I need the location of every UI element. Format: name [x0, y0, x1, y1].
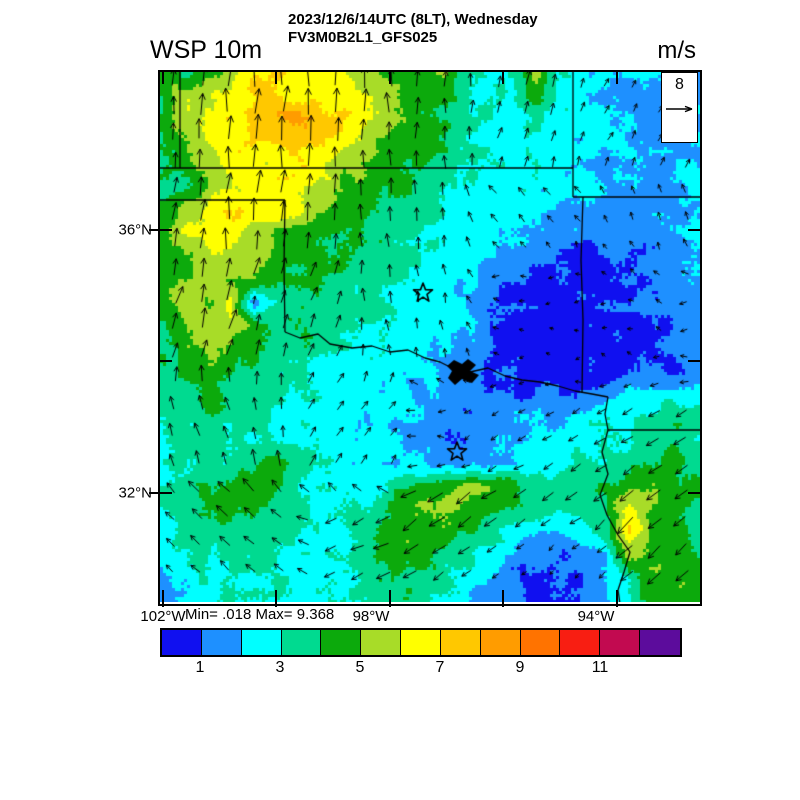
lon-tick-label: 94°W — [577, 608, 615, 625]
colorbar-segment — [162, 630, 202, 655]
axis-tick — [389, 590, 391, 602]
colorbar-segment — [480, 630, 521, 655]
lon-tick-label: 102°W — [140, 608, 186, 625]
axis-tick — [275, 590, 277, 602]
lat-tick-label: 32°N — [118, 484, 152, 502]
reference-vector-box: 8 — [661, 72, 698, 143]
colorbar-tick-label: 5 — [355, 659, 365, 676]
colorbar-segment — [201, 630, 242, 655]
axis-tick — [502, 590, 504, 602]
axis-tick — [616, 590, 618, 602]
lat-tick-label: 36°N — [118, 221, 152, 239]
colorbar-segment — [281, 630, 322, 655]
title-datetime: 2023/12/6/14UTC (8LT), Wednesday — [288, 11, 538, 28]
axis-tick — [688, 492, 700, 494]
axis-tick — [389, 602, 391, 607]
colorbar-segment — [560, 630, 601, 655]
axis-tick — [389, 72, 391, 84]
colorbar-segment — [401, 630, 441, 655]
axis-tick — [275, 602, 277, 607]
colorbar-segment — [520, 630, 561, 655]
colorbar-tick-label: 11 — [591, 659, 609, 676]
axis-tick — [275, 72, 277, 84]
colorbar — [160, 628, 682, 657]
colorbar-segment — [600, 630, 641, 655]
axis-tick — [162, 590, 164, 602]
colorbar-tick-label: 1 — [195, 659, 205, 676]
variable-label: WSP 10m — [150, 36, 263, 64]
axis-tick — [616, 72, 618, 84]
axis-tick — [160, 229, 172, 231]
colorbar-segment — [241, 630, 282, 655]
axis-tick — [616, 602, 618, 607]
axis-tick — [688, 229, 700, 231]
colorbar-tick-label: 3 — [275, 659, 285, 676]
axis-tick — [160, 492, 172, 494]
units-label: m/s — [657, 37, 696, 64]
min-max-stats: Min= .018 Max= 9.368 — [185, 606, 335, 623]
wind-map-canvas — [160, 72, 700, 602]
colorbar-segment — [321, 630, 362, 655]
axis-tick — [149, 492, 158, 494]
axis-tick — [160, 360, 172, 362]
axis-tick — [162, 602, 164, 607]
colorbar-segment — [440, 630, 481, 655]
axis-tick — [502, 72, 504, 84]
axis-tick — [162, 72, 164, 84]
colorbar-segment — [640, 630, 680, 655]
reference-vector-value: 8 — [675, 76, 684, 93]
title-model-run: FV3M0B2L1_GFS025 — [288, 29, 438, 46]
colorbar-segment — [361, 630, 402, 655]
axis-tick — [149, 229, 158, 231]
colorbar-tick-label: 9 — [515, 659, 525, 676]
axis-tick — [688, 360, 700, 362]
axis-tick — [502, 602, 504, 607]
lon-tick-label: 98°W — [352, 608, 390, 625]
colorbar-tick-label: 7 — [435, 659, 445, 676]
reference-arrow-icon — [665, 105, 692, 113]
map-frame — [158, 70, 702, 606]
